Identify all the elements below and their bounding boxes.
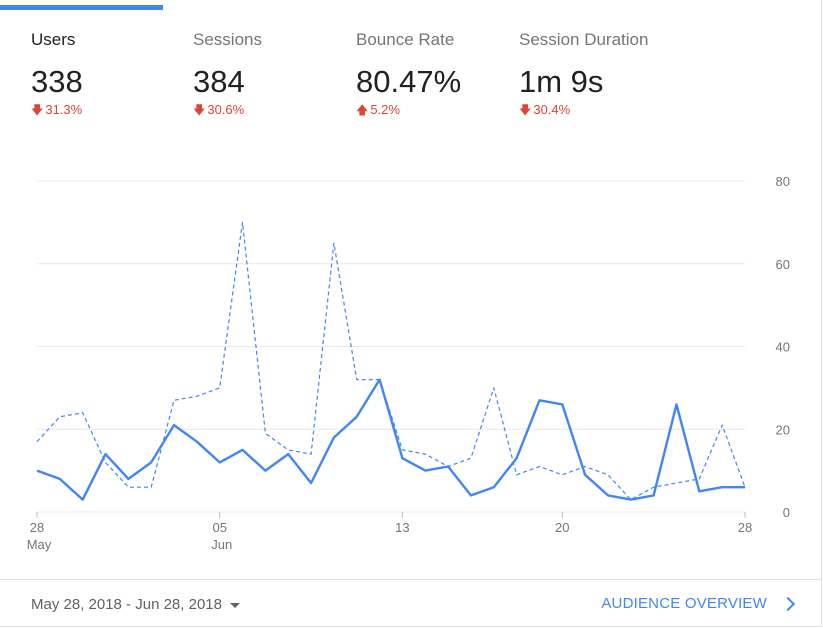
metric-delta-text: 30.6% [207,102,245,117]
data-point [422,451,428,457]
metric-tab-session-duration[interactable]: Session Duration 1m 9s 🡇 30.4% [519,30,648,118]
arrow-down-icon: 🡇 [519,103,532,117]
users-line-chart[interactable]: 0 20 40 60 80 28 May 05 Jun 13 20 28 [0,160,822,560]
data-point [605,472,611,478]
data-point [262,430,268,436]
y-tick-label: 80 [776,174,790,189]
metric-value: 80.47% [356,64,462,99]
footer-divider [0,579,822,580]
data-point [514,472,520,478]
metric-value: 338 [31,64,83,99]
data-point [719,422,725,428]
data-point [673,480,679,486]
data-point [331,240,337,246]
series-line-current [36,378,745,501]
data-point [148,484,154,490]
metric-delta: 🡇 31.3% [31,102,83,118]
data-point [285,447,291,453]
audience-overview-link[interactable]: AUDIENCE OVERVIEW [601,595,796,612]
data-point [354,377,360,383]
y-tick-label: 0 [783,505,790,520]
x-tick-month-label: May [27,537,52,552]
arrow-up-icon: 🡅 [356,103,369,117]
metric-delta-text: 5.2% [370,102,400,117]
metric-label: Bounce Rate [356,30,455,49]
metric-label: Session Duration [519,30,649,49]
date-range-label: May 28, 2018 - Jun 28, 2018 [31,596,222,613]
active-tab-indicator [0,5,163,10]
data-point [171,397,177,403]
data-point [536,463,542,469]
metric-delta-text: 30.4% [533,102,571,117]
series-line-comparison [36,221,746,501]
x-tick-label: 20 [555,520,569,535]
metric-label: Sessions [193,30,262,49]
metric-label: Users [31,30,76,49]
metric-tab-bounce-rate[interactable]: Bounce Rate 80.47% 🡅 5.2% [356,30,461,118]
data-point [57,414,63,420]
data-point [491,385,497,391]
data-point [80,410,86,416]
x-tick-month-label: Jun [211,537,232,552]
metric-delta: 🡅 5.2% [356,102,461,118]
metric-value: 384 [193,64,245,99]
metric-tab-sessions[interactable]: Sessions 384 🡇 30.6% [193,30,262,118]
y-tick-label: 60 [776,257,790,272]
audience-overview-label: AUDIENCE OVERVIEW [601,595,767,612]
arrow-down-icon: 🡇 [31,103,44,117]
data-point [125,484,131,490]
chevron-right-icon [780,596,796,612]
data-point [217,385,223,391]
x-tick-label: 28 [738,520,752,535]
data-point [194,393,200,399]
x-tick-label: 13 [395,520,409,535]
metric-value: 1m 9s [519,64,604,99]
metric-delta: 🡇 30.4% [519,102,648,118]
metric-delta: 🡇 30.6% [193,102,262,118]
x-tick-label: 05 [212,520,226,535]
date-range-selector[interactable]: May 28, 2018 - Jun 28, 2018 [31,596,240,613]
data-point [559,472,565,478]
data-point [308,451,314,457]
caret-down-icon [229,603,240,608]
y-tick-label: 20 [776,422,790,437]
y-tick-label: 40 [776,340,790,355]
x-tick-label: 28 [30,520,44,535]
metric-tab-users[interactable]: Users 338 🡇 31.3% [31,30,83,118]
data-point [468,455,474,461]
data-point [240,219,246,225]
data-point [34,439,40,445]
metric-delta-text: 31.3% [45,102,83,117]
arrow-down-icon: 🡇 [193,103,206,117]
